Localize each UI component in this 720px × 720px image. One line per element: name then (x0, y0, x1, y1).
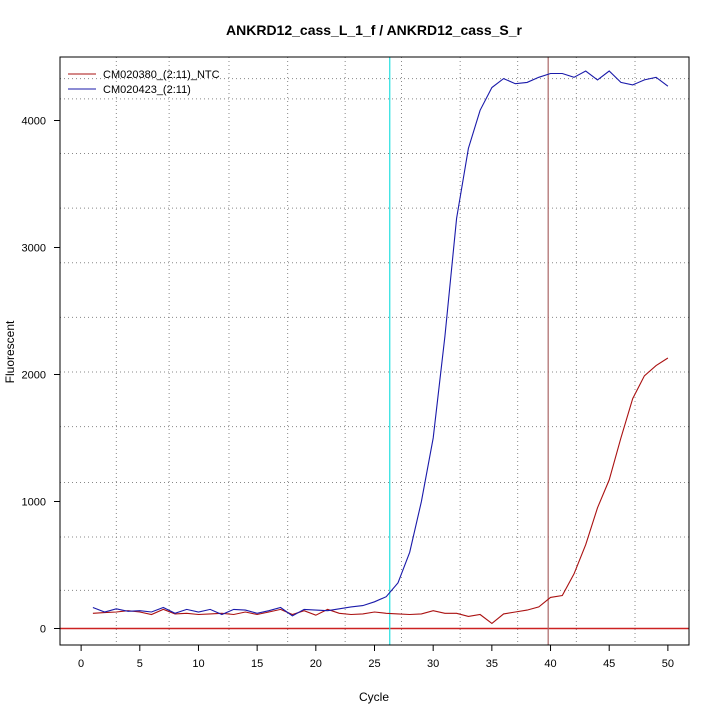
y-tick-label: 3000 (22, 242, 46, 254)
legend-label-ntc: CM020380_(2:11)_NTC (103, 69, 220, 81)
legend: CM020380_(2:11)_NTC CM020423_(2:11) (68, 69, 220, 96)
x-tick-label: 45 (603, 658, 615, 670)
x-tick-label: 5 (137, 658, 143, 670)
series-layer (92, 70, 669, 625)
y-tick-label: 1000 (22, 496, 46, 508)
x-tick-label: 10 (192, 658, 204, 670)
x-tick-label: 30 (427, 658, 439, 670)
axis-layer: 0 5 10 15 20 25 30 35 40 45 50 0 1000 2000 3000 4000 (22, 115, 674, 670)
series-line-ntc (92, 357, 669, 625)
series-line-sample (92, 70, 669, 617)
x-tick-label: 0 (78, 658, 84, 670)
marker-layer (60, 57, 689, 645)
x-tick-label: 50 (662, 658, 674, 670)
legend-label-sample: CM020423_(2:11) (103, 84, 191, 96)
x-tick-label: 25 (368, 658, 380, 670)
x-tick-label: 35 (486, 658, 498, 670)
x-tick-label: 40 (544, 658, 556, 670)
y-tick-label: 2000 (22, 369, 46, 381)
x-tick-label: 15 (251, 658, 263, 670)
y-axis-label: Fluorescent (3, 320, 17, 383)
y-tick-label: 0 (40, 623, 46, 635)
x-tick-label: 20 (310, 658, 322, 670)
y-tick-label: 4000 (22, 115, 46, 127)
x-axis-label: Cycle (359, 690, 389, 704)
chart-title: ANKRD12_cass_L_1_f / ANKRD12_cass_S_r (226, 22, 523, 38)
